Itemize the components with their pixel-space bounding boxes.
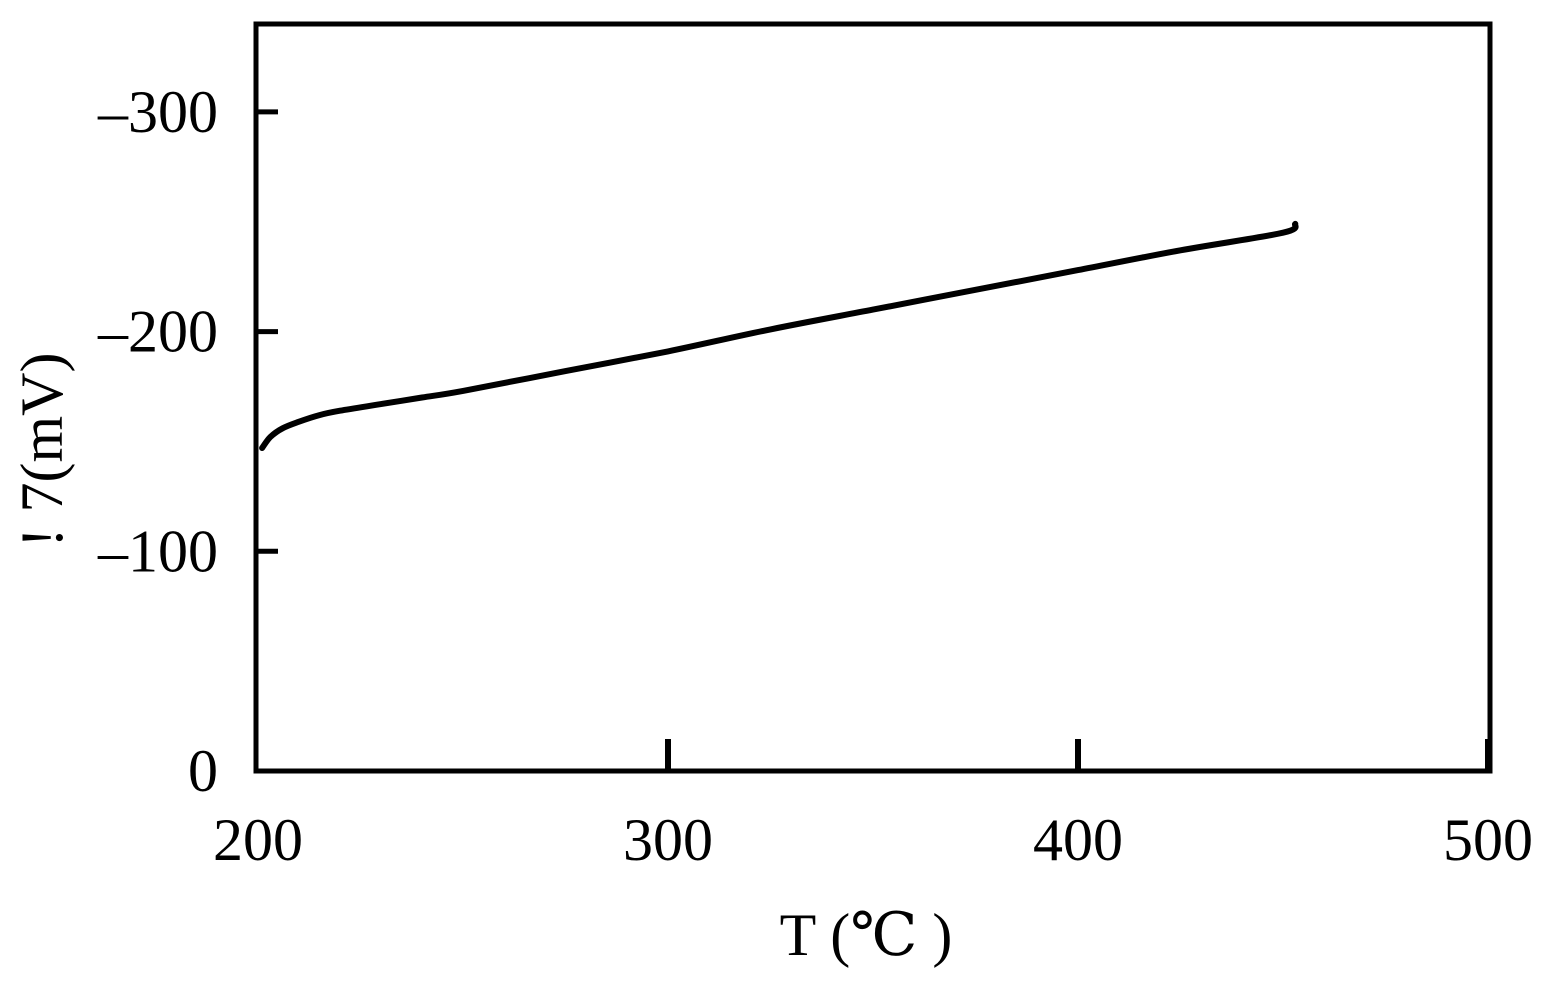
y-tick-labels: 0 –100 –200 –300: [97, 79, 218, 804]
plot-frame: [253, 21, 1493, 774]
y-tick-label: 0: [188, 738, 218, 804]
x-tick-label: 500: [1443, 807, 1533, 873]
series-group: [259, 220, 1299, 451]
series-line: [259, 220, 1299, 451]
x-tick-label: 300: [623, 807, 713, 873]
y-tick-marks: [258, 109, 278, 554]
y-tick-label: –100: [97, 518, 218, 584]
x-tick-label: 200: [213, 807, 303, 873]
x-tick-marks: [665, 739, 1491, 771]
y-tick-label: –200: [97, 299, 218, 365]
x-tick-labels: 200 300 400 500: [213, 807, 1533, 873]
y-tick-label: –300: [97, 79, 218, 145]
y-axis-title: ! 7(mV): [9, 353, 75, 548]
x-axis-title: T (℃ ): [780, 902, 953, 968]
x-tick-label: 400: [1033, 807, 1123, 873]
